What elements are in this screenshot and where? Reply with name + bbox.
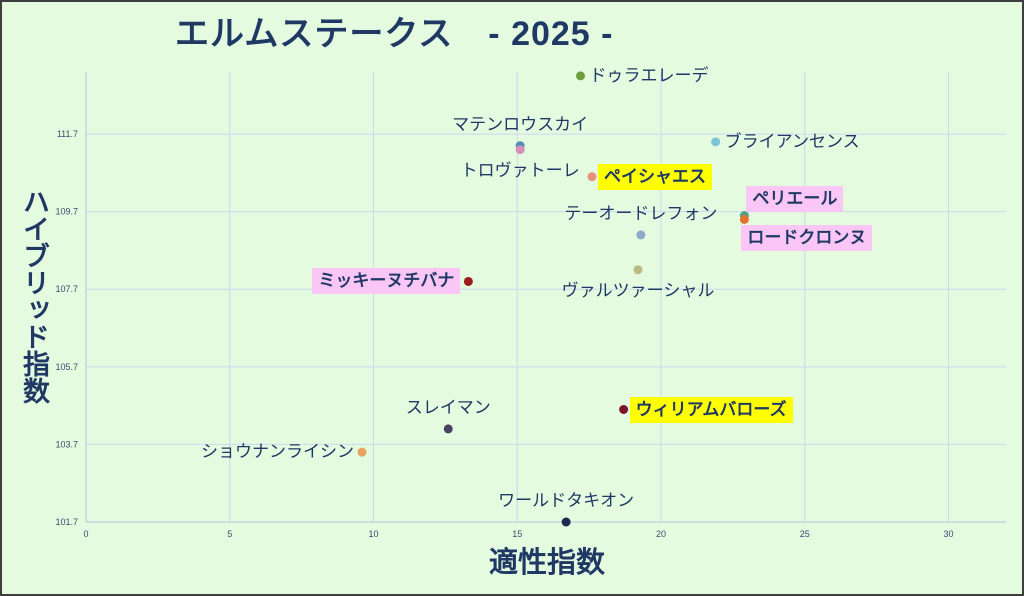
- x-tick-label: 25: [800, 529, 810, 539]
- data-point: [633, 265, 643, 275]
- data-label: ウィリアムバローズ: [629, 396, 793, 423]
- data-point: [739, 214, 749, 224]
- data-label: ミッキーヌチバナ: [312, 268, 461, 295]
- data-point: [711, 137, 721, 147]
- x-tick-label: 0: [83, 529, 88, 539]
- data-label: マテンロウスカイ: [452, 114, 589, 134]
- data-point: [619, 405, 629, 414]
- y-tick-label: 101.7: [55, 517, 78, 527]
- data-label: スレイマン: [405, 397, 491, 417]
- data-point: [357, 447, 367, 457]
- data-point: [561, 517, 571, 527]
- gridlines: [86, 72, 1006, 523]
- data-label: ドゥラエレーデ: [589, 65, 709, 85]
- data-point: [576, 71, 585, 81]
- data-label: ショウナンライシン: [201, 442, 354, 462]
- y-axis-label: ハイブリッド指数: [19, 188, 49, 404]
- x-tick-label: 15: [512, 529, 522, 539]
- data-label: ロードクロンヌ: [741, 225, 873, 252]
- data-label: ブライアンセンス: [724, 131, 860, 151]
- x-tick-label: 30: [943, 529, 953, 539]
- tick-labels: 101.7 103.7 105.7 107.7 109.7 111.7 0 5 10 15 20 25…: [55, 129, 953, 539]
- x-axis-label: 適性指数: [488, 547, 606, 579]
- y-tick-label: 105.7: [55, 362, 78, 372]
- data-label: テーオードレフォン: [564, 203, 718, 223]
- data-point: [443, 424, 453, 434]
- data-label: ワールドタキオン: [498, 491, 635, 510]
- data-label: ペイシャエス: [598, 163, 712, 190]
- x-tick-label: 20: [656, 529, 666, 539]
- data-point: [515, 145, 525, 155]
- data-label: トロヴァトーレ: [460, 160, 580, 180]
- data-points: [357, 71, 749, 527]
- y-tick-label: 103.7: [55, 439, 78, 449]
- data-point: [636, 230, 646, 240]
- chart-title: エルムステークス - 2025 -: [175, 15, 614, 53]
- data-label: ヴァルツァーシャル: [561, 280, 715, 300]
- data-label: ペリエール: [746, 185, 844, 212]
- y-tick-label: 109.7: [55, 207, 78, 217]
- y-tick-label: 111.7: [57, 129, 78, 139]
- x-tick-label: 10: [368, 529, 378, 539]
- x-tick-label: 5: [227, 529, 232, 539]
- data-point: [463, 276, 473, 286]
- data-point: [587, 172, 597, 182]
- y-tick-label: 107.7: [55, 284, 78, 294]
